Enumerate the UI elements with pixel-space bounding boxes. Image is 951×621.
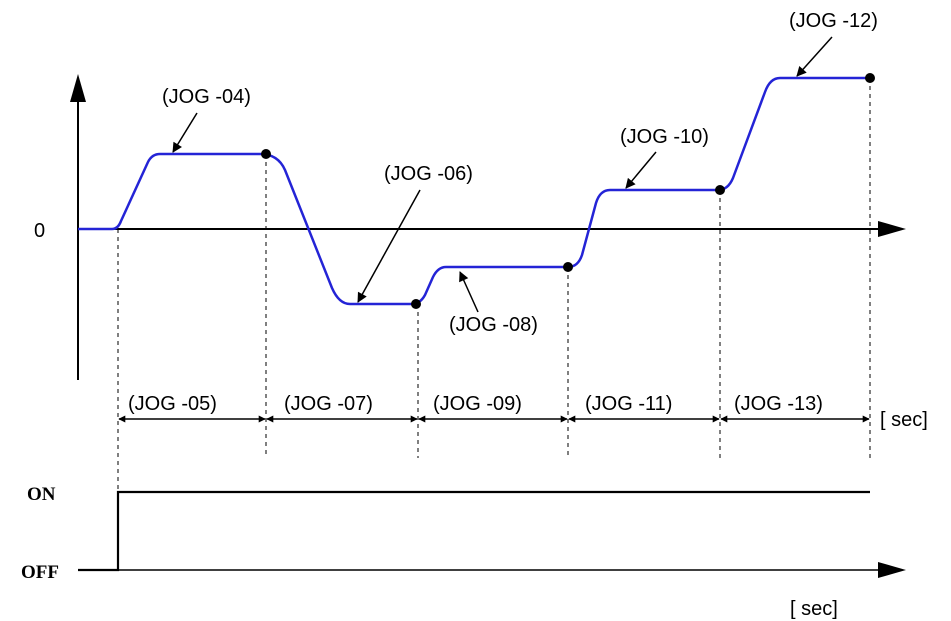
jog12-leader-arrow xyxy=(796,36,833,77)
profile-points xyxy=(261,73,875,309)
profile-point-2 xyxy=(411,299,421,309)
jog04-leader-arrow xyxy=(172,112,198,153)
jog06-leader-arrow xyxy=(357,189,421,303)
jog04-label: (JOG -04) xyxy=(162,86,251,108)
signal-waveform xyxy=(78,490,870,572)
time-guides xyxy=(117,78,871,492)
jog07-interval-label: (JOG -07) xyxy=(284,393,373,415)
profile-point-4 xyxy=(715,185,725,195)
jog-signal-timing: ON OFF [ sec] xyxy=(21,484,906,620)
jog08-leader-arrow xyxy=(459,271,479,313)
jog05-interval-label: (JOG -05) xyxy=(128,393,217,415)
zero-velocity-label: 0 xyxy=(34,220,45,242)
jog13-interval-label: (JOG -13) xyxy=(734,393,823,415)
profile-callouts: (JOG -04) (JOG -06) (JOG -08) (JOG -10) … xyxy=(162,10,878,336)
profile-point-3 xyxy=(563,262,573,272)
profile-point-5 xyxy=(865,73,875,83)
velocity-time-axis-arrowhead xyxy=(878,221,906,237)
upper-time-unit-label: [ sec] xyxy=(880,409,928,431)
jog10-label: (JOG -10) xyxy=(620,126,709,148)
signal-on-label: ON xyxy=(27,484,56,505)
jog09-interval-label: (JOG -09) xyxy=(433,393,522,415)
signal-time-axis-arrowhead xyxy=(878,562,906,578)
lower-time-unit-label: [ sec] xyxy=(790,598,838,620)
time-intervals: (JOG -05) (JOG -07) (JOG -09) (JOG -11) … xyxy=(118,393,928,431)
jog08-label: (JOG -08) xyxy=(449,314,538,336)
profile-point-1 xyxy=(261,149,271,159)
velocity-profile xyxy=(78,76,870,306)
velocity-y-axis-arrowhead xyxy=(70,74,86,102)
signal-off-label: OFF xyxy=(21,562,59,583)
velocity-axes: 0 xyxy=(34,74,906,380)
jog12-label: (JOG -12) xyxy=(789,10,878,32)
jog11-interval-label: (JOG -11) xyxy=(585,393,672,415)
jog06-label: (JOG -06) xyxy=(384,163,473,185)
jog10-leader-arrow xyxy=(625,151,657,189)
